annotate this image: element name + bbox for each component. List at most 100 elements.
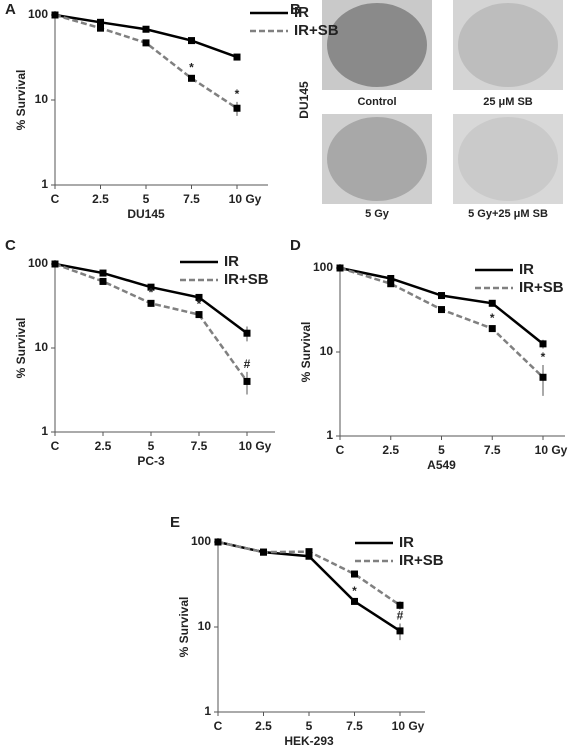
y-tick-label: 100 [191, 534, 211, 548]
marker [233, 53, 241, 61]
y-tick-label: 1 [326, 428, 333, 442]
y-tick-label: 1 [41, 177, 48, 191]
marker [243, 329, 251, 337]
y-tick-label: 1 [41, 424, 48, 438]
y-tick-label: 100 [313, 260, 333, 274]
marker [51, 260, 59, 268]
panel-label: E [170, 514, 180, 531]
x-tick-label: C [51, 192, 60, 206]
panel-label: B [290, 1, 301, 18]
x-tick-label: C [214, 719, 223, 733]
series-line [339, 266, 544, 345]
marker [488, 325, 496, 333]
marker [351, 570, 358, 578]
dish [458, 3, 558, 87]
x-tick-label: C [51, 439, 60, 453]
x-axis-label: A549 [427, 458, 456, 472]
panel-label: A [5, 1, 16, 18]
x-tick-label: C [336, 443, 345, 457]
marker [188, 74, 195, 82]
legend-label: IR+SB [519, 279, 564, 296]
marker [51, 11, 59, 19]
marker [97, 24, 104, 32]
y-axis-label: % Survival [14, 318, 28, 379]
legend-label: IR [519, 261, 534, 278]
dish [458, 117, 558, 201]
series-line [54, 13, 238, 59]
marker [438, 292, 445, 300]
marker [147, 283, 155, 291]
y-tick-label: 100 [28, 256, 48, 270]
marker [233, 104, 241, 112]
legend-label: IR+SB [399, 552, 444, 569]
x-tick-label: 2.5 [255, 719, 272, 733]
y-tick-label: 10 [320, 344, 334, 358]
marker [438, 306, 445, 314]
marker [539, 373, 547, 381]
series-line [54, 262, 249, 383]
marker [387, 274, 395, 282]
marker [336, 264, 344, 272]
annotation: * [352, 584, 357, 598]
panel-label: C [5, 237, 16, 254]
legend-label: IR [399, 534, 414, 551]
series-line [339, 266, 544, 379]
x-tick-label: 5 [143, 192, 150, 206]
marker [305, 548, 313, 556]
y-tick-label: 100 [28, 7, 48, 21]
x-tick-label: 2.5 [382, 443, 399, 457]
x-axis-label: PC-3 [137, 454, 165, 468]
marker [142, 39, 150, 47]
legend-label: IR [224, 253, 239, 270]
x-axis-label: HEK-293 [284, 734, 334, 748]
x-tick-label: 2.5 [95, 439, 112, 453]
annotation: # [244, 357, 251, 371]
marker [396, 601, 404, 609]
y-axis-label: % Survival [177, 597, 191, 658]
marker [260, 548, 267, 556]
cell-line-label: DU145 [297, 81, 311, 119]
caption: 5 Gy [365, 208, 390, 220]
annotation: * [541, 350, 546, 364]
marker [387, 280, 395, 288]
marker [195, 311, 203, 319]
caption: Control [357, 96, 396, 108]
marker [147, 299, 155, 307]
x-tick-label: 10 Gy [239, 439, 272, 453]
dish [327, 117, 427, 201]
marker [97, 18, 104, 26]
marker [188, 37, 195, 45]
marker [99, 277, 107, 285]
x-tick-label: 5 [148, 439, 155, 453]
marker [195, 293, 203, 301]
panel-label: D [290, 237, 301, 254]
y-axis-label: % Survival [299, 322, 313, 383]
marker [214, 538, 222, 546]
x-tick-label: 2.5 [92, 192, 109, 206]
marker [243, 377, 251, 385]
y-axis-label: % Survival [14, 70, 28, 131]
y-tick-label: 1 [204, 704, 211, 718]
marker [396, 627, 404, 635]
marker [488, 299, 496, 307]
marker [351, 597, 358, 605]
annotation: * [149, 285, 154, 299]
annotation: * [197, 297, 202, 311]
x-tick-label: 10 Gy [392, 719, 425, 733]
annotation: * [235, 87, 240, 101]
x-tick-label: 5 [438, 443, 445, 457]
caption: 25 μM SB [483, 96, 533, 108]
panel-b: B DU145 Control 25 μM SB 5 Gy 5 Gy+25 μM… [290, 0, 563, 220]
x-tick-label: 7.5 [484, 443, 501, 457]
x-tick-label: 7.5 [183, 192, 200, 206]
x-tick-label: 7.5 [346, 719, 363, 733]
legend-label: IR+SB [294, 22, 339, 39]
y-tick-label: 10 [35, 92, 49, 106]
x-tick-label: 10 Gy [535, 443, 568, 457]
y-tick-label: 10 [35, 340, 49, 354]
marker [539, 340, 547, 348]
dish [327, 3, 427, 87]
x-tick-label: 5 [306, 719, 313, 733]
x-tick-label: 7.5 [191, 439, 208, 453]
